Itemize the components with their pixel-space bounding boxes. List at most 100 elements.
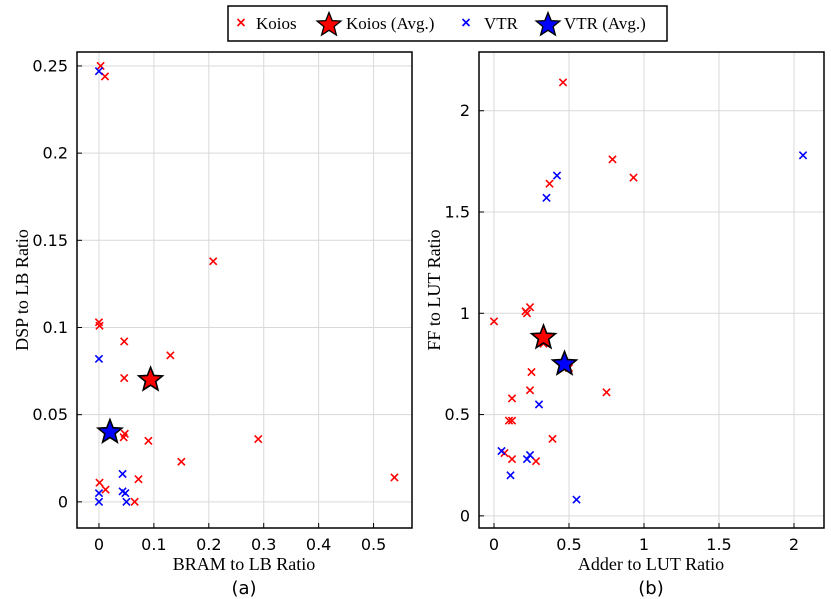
x-point-koios: [95, 478, 104, 487]
x-point-vtr: [94, 497, 104, 507]
legend-item-koios: Koios: [236, 14, 297, 33]
x-point-koios: [166, 351, 175, 360]
panel-label-b: (b): [638, 578, 663, 599]
x-tick-label: 0.5: [361, 535, 386, 554]
x-point-koios: [134, 475, 143, 484]
x-point-vtr: [94, 354, 104, 364]
y-axis-label-a: DSP to LB Ratio: [12, 229, 32, 351]
x-point-koios: [101, 485, 110, 494]
plot-frame-a: [76, 51, 413, 529]
x-point-koios: [120, 373, 129, 383]
x-point-koios: [254, 434, 263, 444]
x-tick-label: 0: [489, 535, 499, 554]
x-tick-label: 0.2: [196, 535, 221, 554]
x-tick-label: 1.5: [706, 535, 731, 554]
x-point-koios: [608, 155, 617, 164]
x-point-vtr: [118, 469, 127, 479]
y-tick-label: 0.25: [32, 56, 68, 75]
x-point-koios: [507, 454, 517, 464]
x-point-koios: [558, 78, 568, 87]
x-point-koios: [525, 386, 535, 395]
chart-panel-b: 0 0.5 1 1.5 2 0 0.5 1 1.5 2 Adder to LUT Ratio FF…: [424, 51, 825, 599]
y-tick-label: 2: [460, 101, 470, 120]
star-point-koios-avg: [136, 365, 165, 392]
y-tick-label: 0: [460, 506, 470, 525]
x-tick-label: 0: [94, 535, 104, 554]
x-point-koios: [527, 367, 536, 377]
y-tick-label: 1.5: [445, 203, 470, 222]
x-axis-label-a: BRAM to LB Ratio: [173, 554, 316, 574]
x-point-vtr: [94, 488, 104, 498]
tick-labels-a: 0 0.1 0.2 0.3 0.4 0.5 0 0.05 0.1 0.15 0.2 0.25: [32, 56, 386, 554]
x-point-vtr: [121, 488, 130, 498]
x-point-vtr: [122, 497, 131, 507]
x-axis-label-b: Adder to LUT Ratio: [578, 554, 724, 574]
x-point-koios: [95, 321, 104, 330]
x-point-vtr: [497, 446, 506, 456]
star-point-vtr-avg: [95, 417, 124, 445]
x-point-koios: [390, 473, 399, 482]
y-tick-label: 0.1: [43, 318, 68, 337]
x-tick-label: 1: [639, 535, 649, 554]
x-point-koios: [507, 416, 517, 425]
y-tick-label: 0.5: [445, 405, 470, 424]
grid-a: [77, 52, 412, 528]
x-tick-label: 0.3: [251, 535, 276, 554]
x-point-koios: [548, 434, 557, 444]
legend-label-vtr: VTR: [484, 14, 519, 33]
legend-label-koios: Koios: [256, 14, 297, 33]
x-point-koios: [177, 457, 186, 466]
x-point-koios: [120, 337, 129, 346]
x-point-koios: [209, 257, 218, 266]
x-point-vtr: [552, 171, 562, 180]
grid-b: [479, 52, 824, 528]
y-tick-label: 0.15: [32, 231, 68, 250]
legend-label-vtr-avg: VTR (Avg.): [564, 14, 646, 33]
legend-frame: [227, 5, 668, 42]
x-point-vtr: [506, 471, 515, 480]
x-point-koios: [521, 307, 530, 316]
x-point-koios: [545, 179, 554, 188]
x-tick-label: 0.5: [556, 535, 581, 554]
legend-star-marker-icon: [534, 10, 562, 37]
y-tick-label: 0.05: [32, 405, 68, 424]
y-axis-label-b: FF to LUT Ratio: [424, 229, 444, 350]
panel-label-a: (a): [231, 578, 256, 599]
legend-item-koios-avg: Koios (Avg.): [315, 10, 434, 37]
x-point-vtr: [522, 454, 532, 464]
x-point-koios: [489, 317, 499, 326]
legend: Koios Koios (Avg.) VTR VTR (Avg.): [227, 5, 668, 42]
y-tick-label: 0: [58, 492, 68, 511]
x-point-koios: [119, 433, 128, 442]
x-point-vtr: [542, 193, 551, 203]
x-point-vtr: [534, 400, 544, 409]
star-point-koios-avg: [529, 322, 558, 350]
data-points-b: [489, 78, 808, 504]
x-point-koios: [531, 456, 541, 466]
x-point-vtr: [572, 495, 581, 504]
x-point-koios: [602, 388, 611, 397]
x-point-koios: [504, 416, 514, 425]
x-tick-label: 2: [789, 535, 799, 554]
y-tick-label: 0.2: [43, 144, 68, 163]
x-tick-label: 0.1: [141, 535, 166, 554]
y-tick-label: 1: [460, 304, 470, 323]
x-point-koios: [629, 173, 638, 182]
tick-labels-b: 0 0.5 1 1.5 2 0 0.5 1 1.5 2: [445, 101, 800, 554]
x-point-koios: [96, 61, 105, 71]
data-points-a: [94, 61, 399, 507]
x-tick-label: 0.4: [306, 535, 331, 554]
legend-label-koios-avg: Koios (Avg.): [346, 14, 434, 33]
x-point-koios: [507, 394, 517, 403]
legend-x-marker-icon: [461, 18, 471, 27]
legend-star-marker-icon: [315, 10, 343, 37]
plot-frame-b: [478, 51, 825, 529]
star-point-vtr-avg: [550, 349, 579, 376]
x-point-vtr: [798, 151, 808, 160]
legend-item-vtr-avg: VTR (Avg.): [534, 10, 646, 37]
legend-x-marker-icon: [236, 18, 246, 27]
x-point-koios: [130, 497, 139, 507]
x-point-koios: [144, 436, 153, 445]
chart-panel-a: 0 0.1 0.2 0.3 0.4 0.5 0 0.05 0.1 0.15 0.2 0.25 BRAM…: [12, 51, 413, 599]
